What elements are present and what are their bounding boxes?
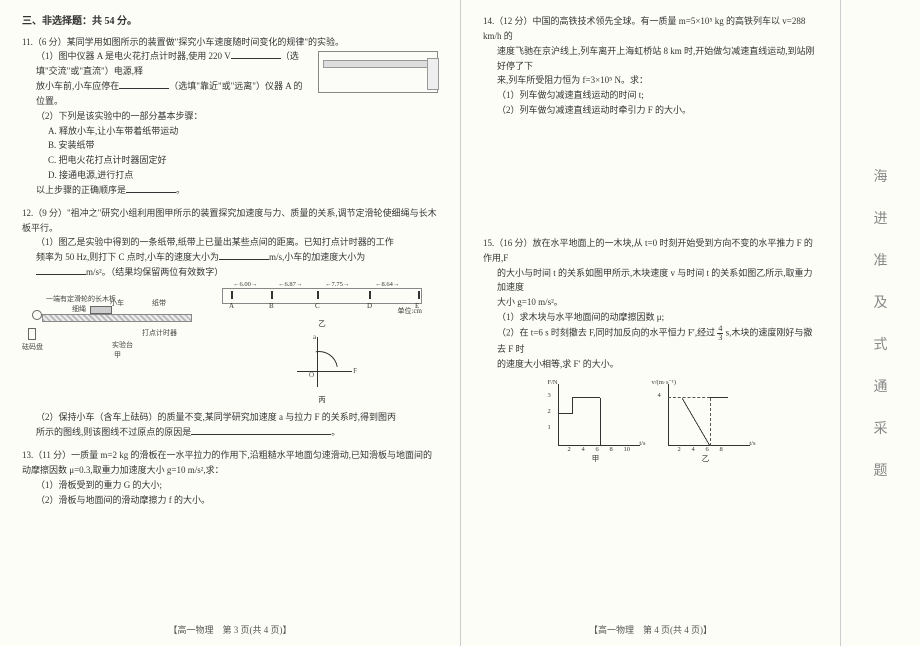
caption-jia: 甲	[114, 350, 121, 362]
blank	[191, 425, 331, 435]
q12-2a: （2）保持小车（含车上砝码）的质量不变,某同学研究加速度 a 与拉力 F 的关系…	[22, 410, 438, 425]
q14-2: （2）列车做匀减速直线运动时牵引力 F 的大小。	[483, 103, 818, 118]
blank	[219, 250, 269, 260]
paper-tape: ←6.00→ ←6.87→ ←7.75→ ←8.64→ A B C D E	[222, 288, 422, 304]
blank	[126, 183, 176, 193]
q15-1: （1）求木块与水平地面间的动摩擦因数 μ;	[483, 310, 818, 325]
page-footer-3: 【高一物理 第 3 页(共 4 页)】	[0, 623, 460, 638]
figure-setup-jia: 一端有定滑轮的长木板 细绳 小车 纸带 砝码盘 打点计时器 实验台 甲	[22, 288, 212, 358]
blank	[231, 49, 281, 59]
section-title: 三、非选择题：共 54 分。	[22, 14, 438, 31]
q15-2: （2）在 t=6 s 时刻撤去 F,同时加反向的水平恒力 F′,经过 43 s,…	[483, 325, 818, 357]
caption-yi: 乙	[222, 318, 422, 330]
question-12: 12.（9 分）"祖冲之"研究小组利用图甲所示的装置探究加速度与力、质量的关系,…	[22, 206, 438, 440]
q11-2: （2）下列是该实验中的一部分基本步骤：	[22, 109, 438, 124]
page-footer-4: 【高一物理 第 4 页(共 4 页)】	[461, 623, 840, 638]
q11-optD: D. 接通电源,进行打点	[22, 168, 438, 183]
blank	[36, 265, 86, 275]
caption-yi: 乙	[656, 453, 756, 465]
question-15: 15.（16 分）放在水平地面上的一木块,从 t=0 时刻开始受到方向不变的水平…	[483, 236, 818, 458]
q11-optB: B. 安装纸带	[22, 138, 438, 153]
q12-stem: 12.（9 分）"祖冲之"研究小组利用图甲所示的装置探究加速度与力、质量的关系,…	[22, 206, 438, 236]
caption-bing: 丙	[222, 394, 422, 406]
q14-1: （1）列车做匀减速直线运动的时间 t;	[483, 88, 818, 103]
q11-stem: 11.（6 分）某同学用如图所示的装置做"探究小车速度随时间变化的规律"的实验。	[22, 35, 438, 50]
q11-optC: C. 把电火花打点计时器固定好	[22, 153, 438, 168]
q15-charts: 1 2 3 2 4 6 8 10 F/N t/s 甲 4	[483, 378, 818, 458]
page-4: 14.（12 分）中国的高铁技术领先全球。有一质量 m=5×10⁵ kg 的高铁…	[460, 0, 840, 646]
q12-figures-row: 一端有定滑轮的长木板 细绳 小车 纸带 砝码盘 打点计时器 实验台 甲 ←6.0…	[22, 284, 438, 406]
question-14: 14.（12 分）中国的高铁技术领先全球。有一质量 m=5×10⁵ kg 的高铁…	[483, 14, 818, 118]
blank	[119, 79, 169, 89]
chart-F-t: 1 2 3 2 4 6 8 10 F/N t/s 甲	[546, 378, 646, 458]
question-13: 13.（11 分）一质量 m=2 kg 的滑板在一水平拉力的作用下,沿粗糙水平地…	[22, 448, 438, 507]
caption-jia: 甲	[546, 453, 646, 465]
q12-1a: （1）图乙是实验中得到的一条纸带,纸带上已量出某些点间的距离。已知打点计时器的工…	[22, 235, 438, 250]
chart-v-t: 4 2 4 6 8 v/(m·s⁻¹) t/s 乙	[656, 378, 756, 458]
side-tab: 海 进 准 及 式 通 采 题	[840, 0, 920, 646]
figure-tape-yi: ←6.00→ ←6.87→ ←7.75→ ←8.64→ A B C D E 单位…	[222, 284, 422, 406]
q13-1: （1）滑板受到的重力 G 的大小;	[22, 478, 438, 493]
q13-2: （2）滑板与地面间的滑动摩擦力 f 的大小。	[22, 493, 438, 508]
figure-track-apparatus	[318, 51, 438, 93]
q13-stem: 13.（11 分）一质量 m=2 kg 的滑板在一水平拉力的作用下,沿粗糙水平地…	[22, 448, 438, 478]
fraction-4-3: 43	[717, 325, 723, 342]
question-11: 11.（6 分）某同学用如图所示的装置做"探究小车速度随时间变化的规律"的实验。…	[22, 35, 438, 198]
page-3: 三、非选择题：共 54 分。 11.（6 分）某同学用如图所示的装置做"探究小车…	[0, 0, 460, 646]
q11-optA: A. 释放小车,让小车带着纸带运动	[22, 124, 438, 139]
figure-graph-bing: a F O	[287, 332, 357, 392]
